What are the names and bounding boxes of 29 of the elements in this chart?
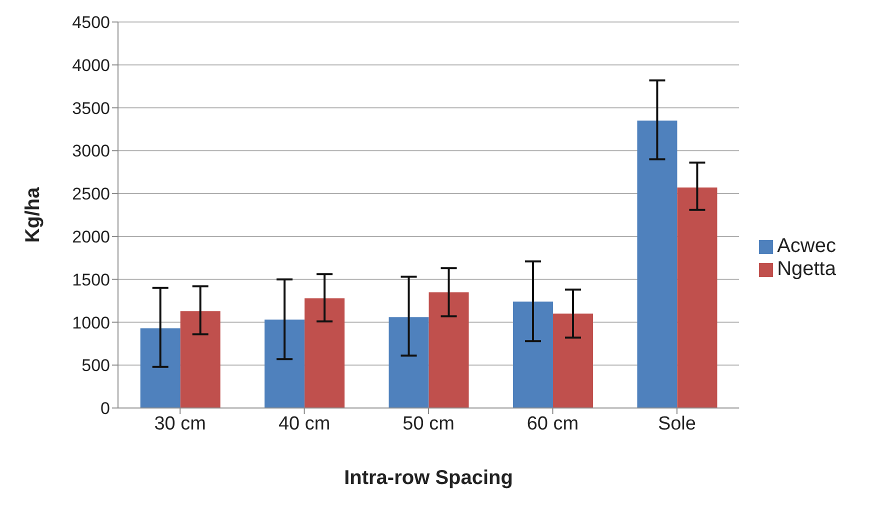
bar — [264, 320, 305, 408]
x-tick-label: 40 cm — [278, 413, 330, 434]
x-tick-label: 60 cm — [526, 413, 579, 434]
bar — [388, 317, 429, 408]
bar — [512, 302, 553, 408]
y-tick-label: 0 — [100, 399, 110, 418]
bar — [677, 188, 718, 408]
bar — [428, 292, 469, 408]
y-axis-title: Kg/ha — [22, 186, 44, 243]
y-tick-label: 500 — [82, 356, 110, 376]
bar — [180, 311, 220, 408]
y-tick-label: 3500 — [72, 98, 110, 118]
y-tick-label: 2000 — [72, 227, 110, 246]
x-tick-label: 30 cm — [154, 413, 206, 434]
x-tick-label: 50 cm — [402, 413, 454, 434]
legend-label: Ngetta — [777, 258, 836, 280]
x-tick-label: Sole — [658, 413, 696, 434]
bar — [140, 328, 180, 408]
bar — [304, 298, 345, 408]
y-tick-label: 3000 — [72, 142, 110, 161]
y-tick-label: 4000 — [72, 56, 110, 75]
legend-label: Acwec — [777, 235, 836, 257]
bar — [637, 120, 678, 408]
bar — [552, 314, 593, 408]
y-tick-label: 2500 — [72, 184, 110, 204]
y-tick-label: 1000 — [72, 313, 110, 332]
y-tick-label: 1500 — [72, 270, 110, 290]
x-axis-title: Intra-row Spacing — [344, 467, 513, 489]
y-tick-label: 4500 — [72, 13, 110, 32]
